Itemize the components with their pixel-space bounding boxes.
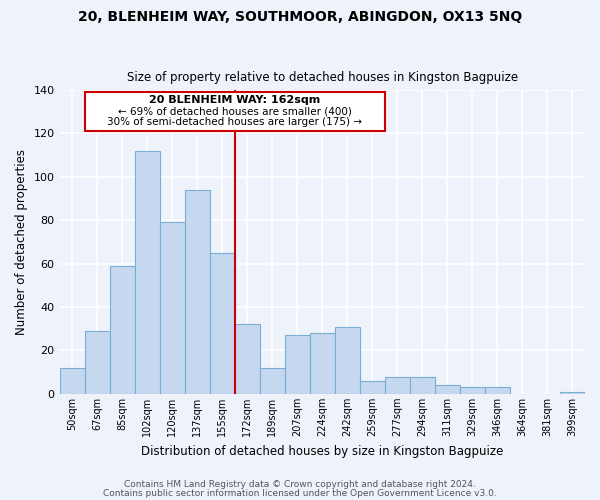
Bar: [360, 381, 385, 394]
Text: ← 69% of detached houses are smaller (400): ← 69% of detached houses are smaller (40…: [118, 106, 352, 116]
Bar: [185, 190, 209, 394]
FancyBboxPatch shape: [85, 92, 385, 131]
Bar: [235, 324, 260, 394]
Bar: [160, 222, 185, 394]
Bar: [485, 388, 510, 394]
Bar: [385, 376, 410, 394]
Bar: [260, 368, 285, 394]
X-axis label: Distribution of detached houses by size in Kingston Bagpuize: Distribution of detached houses by size …: [141, 444, 503, 458]
Bar: [460, 388, 485, 394]
Bar: [110, 266, 134, 394]
Bar: [410, 376, 435, 394]
Bar: [435, 385, 460, 394]
Text: 20, BLENHEIM WAY, SOUTHMOOR, ABINGDON, OX13 5NQ: 20, BLENHEIM WAY, SOUTHMOOR, ABINGDON, O…: [78, 10, 522, 24]
Bar: [335, 326, 360, 394]
Bar: [310, 333, 335, 394]
Text: 20 BLENHEIM WAY: 162sqm: 20 BLENHEIM WAY: 162sqm: [149, 96, 320, 106]
Bar: [85, 331, 110, 394]
Title: Size of property relative to detached houses in Kingston Bagpuize: Size of property relative to detached ho…: [127, 72, 518, 85]
Bar: [209, 252, 235, 394]
Bar: [59, 368, 85, 394]
Bar: [134, 150, 160, 394]
Text: Contains public sector information licensed under the Open Government Licence v3: Contains public sector information licen…: [103, 490, 497, 498]
Bar: [560, 392, 585, 394]
Text: Contains HM Land Registry data © Crown copyright and database right 2024.: Contains HM Land Registry data © Crown c…: [124, 480, 476, 489]
Y-axis label: Number of detached properties: Number of detached properties: [15, 149, 28, 335]
Text: 30% of semi-detached houses are larger (175) →: 30% of semi-detached houses are larger (…: [107, 117, 362, 127]
Bar: [285, 335, 310, 394]
